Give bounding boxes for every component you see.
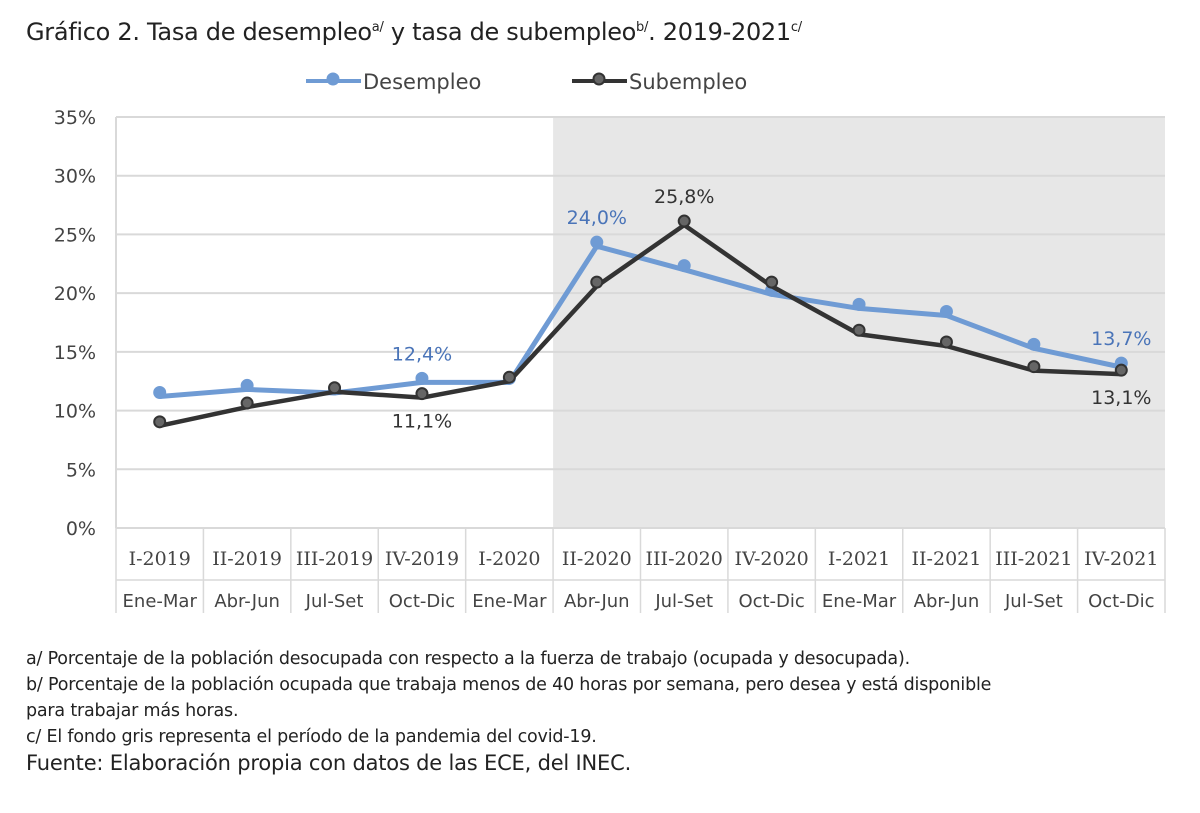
- chart-title: Gráfico 2. Tasa de desempleoa/ y tasa de…: [26, 18, 802, 46]
- x-subtick-label: Abr-Jun: [914, 591, 980, 612]
- note-b-cont: para trabajar más horas.: [26, 701, 239, 721]
- source-note: Fuente: Elaboración propia con datos de …: [26, 751, 632, 775]
- y-tick-label: 30%: [54, 166, 96, 188]
- x-tick-label: IV-2020: [734, 548, 808, 570]
- data-point-desempleo: [240, 378, 254, 392]
- x-subtick-label: Abr-Jun: [214, 591, 280, 612]
- x-tick-label: II-2021: [912, 548, 982, 570]
- x-subtick-label: Ene-Mar: [123, 591, 198, 612]
- data-label-subempleo: 13,1%: [1091, 387, 1151, 409]
- x-subtick-label: Oct-Dic: [738, 591, 804, 612]
- data-point-desempleo: [590, 235, 604, 249]
- y-tick-label: 35%: [54, 107, 96, 129]
- data-point-desempleo: [939, 304, 953, 318]
- y-tick-label: 20%: [54, 283, 96, 305]
- x-tick-label: II-2020: [562, 548, 632, 570]
- data-point-desempleo: [415, 371, 429, 385]
- data-label-desempleo: 13,7%: [1091, 328, 1151, 350]
- y-tick-label: 15%: [54, 342, 96, 364]
- data-point-subempleo: [765, 275, 779, 289]
- x-tick-label: III-2021: [995, 548, 1072, 570]
- pandemic-shaded-region: [553, 117, 1165, 528]
- data-point-desempleo: [153, 385, 167, 399]
- data-label-desempleo: 12,4%: [392, 343, 452, 365]
- data-point-desempleo: [677, 259, 691, 273]
- x-subtick-label: Jul-Set: [1004, 591, 1063, 612]
- data-point-subempleo: [415, 387, 429, 401]
- legend-label-desempleo: Desempleo: [363, 70, 481, 94]
- data-point-subempleo: [852, 323, 866, 337]
- x-subtick-label: Jul-Set: [654, 591, 713, 612]
- legend-label-subempleo: Subempleo: [629, 70, 747, 94]
- x-subtick-label: Ene-Mar: [472, 591, 547, 612]
- x-tick-label: II-2019: [212, 548, 282, 570]
- data-point-subempleo: [153, 415, 167, 429]
- y-tick-label: 25%: [54, 224, 96, 246]
- x-tick-label: I-2019: [129, 548, 191, 570]
- data-point-desempleo: [1027, 337, 1041, 351]
- x-tick-label: IV-2021: [1084, 548, 1158, 570]
- x-tick-label: IV-2019: [385, 548, 459, 570]
- x-subtick-label: Oct-Dic: [1088, 591, 1154, 612]
- data-point-subempleo: [502, 370, 516, 384]
- note-c: c/ El fondo gris representa el período d…: [26, 727, 597, 747]
- x-subtick-label: Jul-Set: [305, 591, 364, 612]
- x-subtick-label: Oct-Dic: [389, 591, 455, 612]
- legend-marker-subempleo: [592, 72, 606, 86]
- data-point-subempleo: [240, 396, 254, 410]
- data-point-subempleo: [590, 275, 604, 289]
- data-point-subempleo: [677, 214, 691, 228]
- legend-marker-desempleo: [326, 72, 340, 86]
- data-point-subempleo: [939, 335, 953, 349]
- y-tick-label: 5%: [66, 459, 96, 481]
- x-subtick-label: Abr-Jun: [564, 591, 630, 612]
- series-line-subempleo: [159, 222, 1122, 429]
- data-point-subempleo: [1114, 363, 1128, 377]
- data-label-subempleo: 11,1%: [392, 411, 452, 433]
- data-label-desempleo: 24,0%: [567, 207, 627, 229]
- y-tick-label: 10%: [54, 401, 96, 423]
- x-subtick-label: Ene-Mar: [822, 591, 897, 612]
- data-point-desempleo: [852, 297, 866, 311]
- x-tick-label: III-2020: [646, 548, 723, 570]
- data-point-subempleo: [1027, 360, 1041, 374]
- footnotes: a/ Porcentaje de la población desocupada…: [26, 646, 991, 776]
- x-tick-label: I-2021: [828, 548, 890, 570]
- x-tick-label: I-2020: [478, 548, 540, 570]
- data-point-subempleo: [328, 381, 342, 395]
- note-a: a/ Porcentaje de la población desocupada…: [26, 649, 910, 669]
- data-label-subempleo: 25,8%: [654, 186, 714, 208]
- note-b: b/ Porcentaje de la población ocupada qu…: [26, 675, 992, 695]
- y-tick-label: 0%: [66, 518, 96, 540]
- x-tick-label: III-2019: [296, 548, 373, 570]
